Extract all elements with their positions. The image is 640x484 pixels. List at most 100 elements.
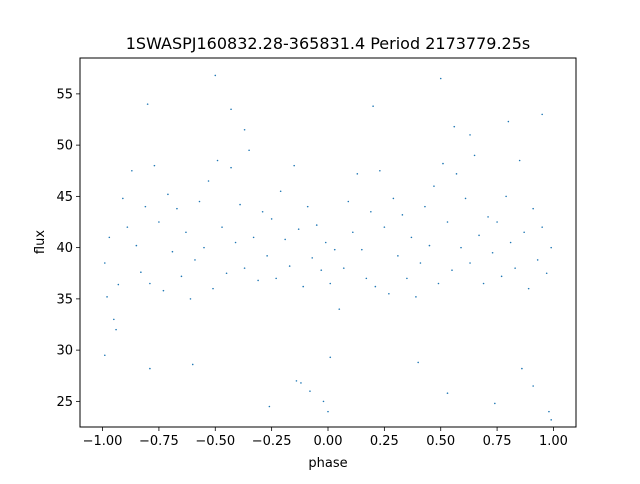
data-point xyxy=(521,367,523,370)
y-axis: 25 30 35 40 45 50 55 xyxy=(56,87,80,410)
x-tick-label: −0.50 xyxy=(195,434,235,449)
data-point xyxy=(505,195,507,198)
data-point xyxy=(419,262,422,264)
data-point xyxy=(329,356,332,359)
data-point xyxy=(284,238,286,241)
data-point xyxy=(176,207,178,210)
data-point xyxy=(329,282,332,285)
data-point xyxy=(415,296,417,298)
data-point xyxy=(108,236,111,239)
data-point xyxy=(180,275,183,278)
data-point xyxy=(257,279,259,282)
data-point xyxy=(372,105,374,107)
data-point xyxy=(131,169,133,172)
data-point xyxy=(352,231,354,234)
data-point xyxy=(104,354,106,357)
data-point xyxy=(212,287,214,290)
data-point xyxy=(327,410,329,413)
data-point xyxy=(428,244,431,247)
data-point xyxy=(487,216,489,218)
data-point xyxy=(473,154,476,157)
data-point xyxy=(548,410,550,413)
data-point xyxy=(333,248,336,251)
x-tick-label: −0.25 xyxy=(252,434,292,449)
x-tick-label: 1.00 xyxy=(539,434,568,449)
data-point xyxy=(268,405,271,408)
data-point xyxy=(482,282,485,285)
data-point xyxy=(322,400,325,403)
y-tick-label: 55 xyxy=(56,87,73,102)
data-point xyxy=(509,241,512,244)
data-point xyxy=(460,246,462,249)
data-point xyxy=(203,246,205,249)
data-point xyxy=(437,282,440,285)
data-point xyxy=(356,173,359,175)
data-point xyxy=(417,361,419,364)
data-point xyxy=(379,169,381,172)
y-tick-label: 25 xyxy=(56,395,73,410)
data-point xyxy=(248,149,250,152)
x-axis-label: phase xyxy=(308,456,347,471)
data-point xyxy=(146,103,149,105)
data-point xyxy=(446,392,449,394)
data-point xyxy=(545,272,548,275)
data-point xyxy=(320,269,323,271)
data-point xyxy=(541,226,543,228)
data-point xyxy=(295,380,298,382)
data-point xyxy=(140,271,142,274)
data-point xyxy=(401,214,404,216)
data-point xyxy=(388,292,390,295)
data-point xyxy=(185,231,187,234)
data-point xyxy=(113,318,115,321)
data-point xyxy=(433,185,435,187)
data-point xyxy=(230,166,232,169)
data-point xyxy=(361,248,363,251)
x-tick-label: 0.25 xyxy=(370,434,399,449)
data-point xyxy=(243,267,246,269)
data-point xyxy=(518,159,521,162)
data-point xyxy=(279,190,282,193)
data-point xyxy=(550,419,552,421)
data-point xyxy=(158,221,160,223)
data-point xyxy=(106,296,108,298)
data-point xyxy=(171,250,174,253)
data-point xyxy=(194,259,196,261)
data-point xyxy=(446,221,449,223)
data-point xyxy=(293,164,295,167)
data-point xyxy=(383,226,386,228)
data-point xyxy=(424,205,426,208)
data-point xyxy=(144,205,147,208)
data-point xyxy=(167,193,169,196)
data-point xyxy=(338,308,341,310)
data-point xyxy=(469,134,471,136)
y-axis-label: flux xyxy=(33,230,48,254)
data-point xyxy=(261,210,264,213)
points-layer xyxy=(104,74,552,421)
data-point xyxy=(496,221,498,223)
data-point xyxy=(126,226,129,228)
data-point xyxy=(189,298,192,300)
x-axis: −1.00 −0.75 −0.50 −0.25 0.00 0.25 0.50 0.75 1.00 xyxy=(83,427,568,449)
y-tick-label: 30 xyxy=(56,344,73,359)
data-point xyxy=(311,257,314,259)
x-tick-label: −0.75 xyxy=(139,434,179,449)
y-tick-label: 45 xyxy=(56,190,73,205)
data-point xyxy=(347,200,350,203)
data-point xyxy=(392,197,395,200)
data-point xyxy=(234,241,237,244)
data-point xyxy=(216,159,219,162)
data-point xyxy=(221,226,223,228)
data-point xyxy=(104,262,106,264)
data-point xyxy=(451,269,453,271)
data-point xyxy=(300,382,302,384)
data-point xyxy=(410,236,413,239)
data-point xyxy=(532,385,534,387)
data-point xyxy=(225,272,228,275)
data-point xyxy=(122,197,124,200)
data-point xyxy=(494,402,496,405)
data-point xyxy=(500,275,503,278)
data-point xyxy=(302,285,305,288)
data-point xyxy=(439,77,442,80)
